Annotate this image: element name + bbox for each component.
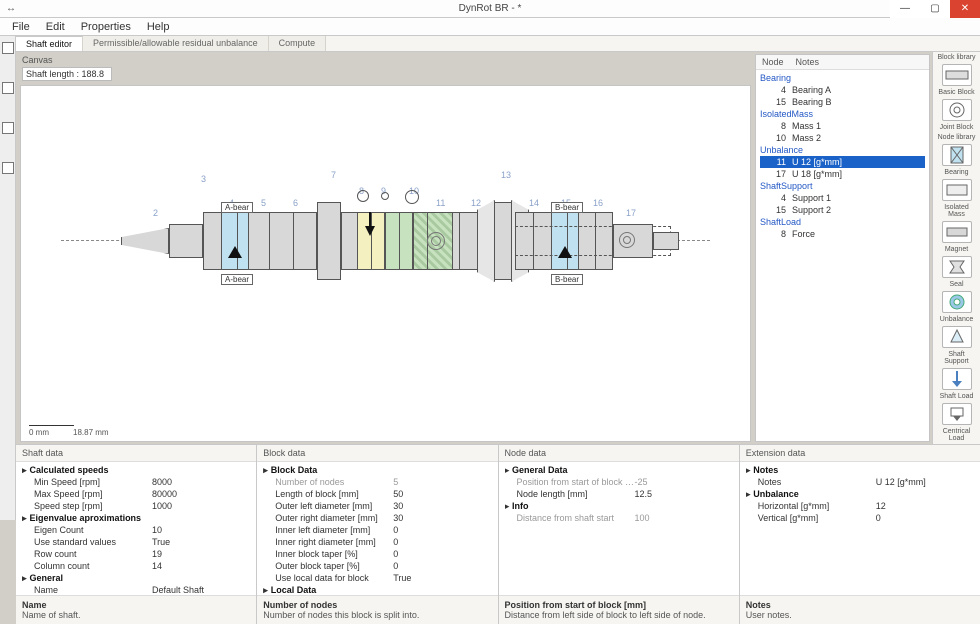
tabs: Shaft editor Permissible/allowable resid… bbox=[16, 36, 980, 52]
sidebar-icon-1[interactable] bbox=[2, 42, 14, 54]
canvas-ruler: 0 mm18.87 mm bbox=[29, 428, 109, 437]
left-sidebar bbox=[0, 36, 16, 520]
canvas-label: Canvas bbox=[22, 55, 749, 65]
sidebar-icon-3[interactable] bbox=[2, 122, 14, 134]
canvas[interactable]: 1 2 3 4 5 6 7 8 9 10 11 12 13 14 bbox=[20, 85, 751, 442]
seal-icon[interactable] bbox=[942, 256, 972, 278]
tree-item[interactable]: 8Mass 1 bbox=[760, 120, 925, 132]
shaft-load-icon[interactable] bbox=[942, 368, 972, 390]
sidebar-icon-2[interactable] bbox=[2, 82, 14, 94]
tree-item[interactable]: 8Force bbox=[760, 228, 925, 240]
shaft-support-icon[interactable] bbox=[942, 326, 972, 348]
tab-shaft-editor[interactable]: Shaft editor bbox=[16, 36, 83, 51]
tree-item[interactable]: 15Support 2 bbox=[760, 204, 925, 216]
titlebar: ↔ DynRot BR - * — ▢ ✕ bbox=[0, 0, 980, 18]
joint-block-icon[interactable] bbox=[942, 99, 972, 121]
unbalance-icon[interactable] bbox=[942, 291, 972, 313]
window-title: DynRot BR - * bbox=[0, 3, 980, 14]
menu-file[interactable]: File bbox=[4, 21, 38, 33]
shaft-drawing: 1 2 3 4 5 6 7 8 9 10 11 12 13 14 bbox=[61, 146, 710, 266]
node-tree[interactable]: NodeNotes Bearing4Bearing A15Bearing BIs… bbox=[755, 54, 930, 442]
sidebar-icon-4[interactable] bbox=[2, 162, 14, 174]
tab-permissible[interactable]: Permissible/allowable residual unbalance bbox=[83, 36, 269, 51]
shaft-length-box: Shaft length : 188.8 bbox=[22, 67, 112, 81]
panel-node-data: Node data ▸General DataPosition from sta… bbox=[499, 445, 740, 624]
menu-edit[interactable]: Edit bbox=[38, 21, 73, 33]
tree-item[interactable]: 4Bearing A bbox=[760, 84, 925, 96]
basic-block-icon[interactable] bbox=[942, 64, 972, 86]
property-panels: Shaft data ▸Calculated speedsMin Speed [… bbox=[16, 444, 980, 624]
tree-item[interactable]: 10Mass 2 bbox=[760, 132, 925, 144]
tree-item[interactable]: 11U 12 [g*mm] bbox=[760, 156, 925, 168]
tree-item[interactable]: 4Support 1 bbox=[760, 192, 925, 204]
tree-item[interactable]: 15Bearing B bbox=[760, 96, 925, 108]
panel-shaft-data: Shaft data ▸Calculated speedsMin Speed [… bbox=[16, 445, 257, 624]
tree-item[interactable]: 17U 18 [g*mm] bbox=[760, 168, 925, 180]
tab-compute[interactable]: Compute bbox=[269, 36, 327, 51]
bearing-icon[interactable] bbox=[942, 144, 972, 166]
menubar: File Edit Properties Help bbox=[0, 18, 980, 36]
menu-properties[interactable]: Properties bbox=[73, 21, 139, 33]
magnet-icon[interactable] bbox=[942, 221, 972, 243]
menu-help[interactable]: Help bbox=[139, 21, 178, 33]
block-library: Block library Basic Block Joint Block No… bbox=[932, 52, 980, 444]
centrical-load-icon[interactable] bbox=[942, 403, 972, 425]
isolated-mass-icon[interactable] bbox=[942, 179, 972, 201]
panel-block-data: Block data ▸Block DataNumber of nodes5Le… bbox=[257, 445, 498, 624]
panel-extension-data: Extension data ▸NotesNotesU 12 [g*mm]▸Un… bbox=[740, 445, 980, 624]
